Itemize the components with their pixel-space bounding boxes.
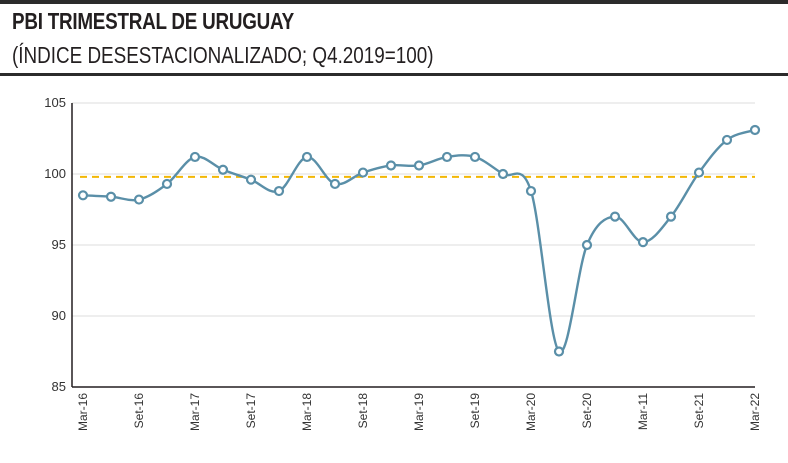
x-tick-label: Mar-11 (636, 393, 650, 430)
data-point (581, 239, 593, 251)
chart-subtitle: (ÍNDICE DESESTACIONALIZADO; Q4.2019=100) (12, 42, 434, 68)
data-point (637, 237, 649, 248)
x-axis-ticks: Mar-16 Set-16 Mar-17 Set-17 Mar-18 Set-18 Mar-… (76, 393, 762, 431)
data-point (693, 167, 705, 178)
x-tick-label: Mar-20 (524, 393, 538, 431)
data-point (357, 167, 369, 178)
data-point (609, 211, 621, 222)
data-point (385, 160, 397, 171)
y-axis-ticks: 85 90 95 100 105 (44, 95, 66, 394)
series-group (77, 124, 761, 357)
data-point (329, 178, 341, 190)
data-point (441, 151, 453, 163)
y-tick-label: 100 (44, 166, 66, 181)
y-tick-label: 105 (44, 95, 66, 110)
data-point (497, 168, 509, 180)
data-point (665, 211, 677, 222)
data-point (273, 185, 285, 197)
data-point (133, 194, 145, 205)
x-tick-label: Set-20 (580, 393, 594, 429)
x-tick-label: Set-16 (132, 393, 146, 429)
y-tick-label: 95 (52, 237, 66, 252)
data-point (245, 174, 257, 185)
x-tick-label: Set-17 (244, 393, 258, 429)
data-point (525, 185, 537, 197)
axes (71, 103, 755, 388)
x-tick-label: Mar-18 (300, 393, 314, 431)
y-tick-label: 90 (52, 308, 66, 323)
data-point (413, 160, 425, 171)
data-point (749, 124, 761, 136)
top-rule (0, 0, 788, 4)
header-rule (0, 73, 788, 76)
data-point (217, 164, 229, 175)
data-point (301, 151, 313, 163)
x-tick-label: Mar-16 (76, 393, 90, 431)
x-tick-label: Set-19 (468, 393, 482, 429)
data-point (105, 191, 117, 202)
x-tick-label: Set-21 (692, 393, 706, 429)
y-tick-label: 85 (52, 379, 66, 394)
data-point (469, 151, 481, 163)
data-point (189, 151, 201, 163)
data-point (161, 178, 173, 190)
data-point (553, 346, 565, 357)
x-tick-label: Set-18 (356, 393, 370, 429)
data-point (77, 190, 89, 201)
x-tick-label: Mar-17 (188, 393, 202, 431)
chart-title: PBI TRIMESTRAL DE URUGUAY (12, 8, 295, 34)
x-tick-label: Mar-22 (748, 393, 762, 431)
x-tick-label: Mar-19 (412, 393, 426, 431)
grid-lines (72, 102, 755, 317)
data-point (721, 134, 733, 146)
